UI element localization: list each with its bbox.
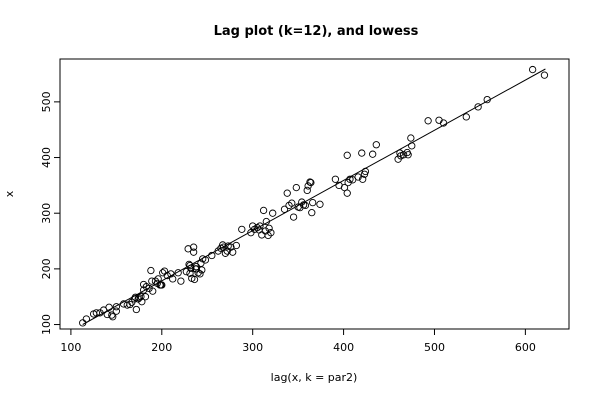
data-point [301,201,310,210]
data-point [190,275,199,284]
y-tick-label: 300 [40,203,53,224]
lowess-line [82,68,546,325]
data-point [169,275,177,283]
data-point [462,113,470,121]
x-axis-label: lag(x, k = par2) [271,371,358,384]
y-axis: 100 200 300 400 500 [40,91,60,335]
data-point [359,175,367,183]
data-point [343,151,351,159]
data-point [265,224,273,232]
data-point [399,151,408,159]
data-point [112,303,121,311]
data-point [292,183,300,192]
data-point [358,149,366,157]
data-point [223,247,231,255]
lowess-curve [82,68,546,325]
data-point [343,189,351,197]
data-point [474,103,482,111]
x-tick-label: 300 [242,341,263,354]
y-tick-label: 100 [40,314,53,335]
x-tick-label: 200 [151,341,172,354]
data-point [372,141,380,149]
data-point [158,281,166,289]
data-point [192,265,200,273]
x-tick-label: 100 [60,341,81,354]
data-point [283,189,291,197]
data-point [259,206,268,215]
y-tick-label: 500 [40,91,53,112]
data-point [308,208,316,217]
data-point [196,270,204,278]
data-point [232,241,240,250]
data-point [369,150,377,158]
data-point [149,287,157,295]
data-point [184,245,192,253]
plot-frame [59,58,570,330]
data-point [221,249,230,257]
data-point [258,231,266,239]
y-tick-label: 400 [40,147,53,168]
y-axis-label: x [3,190,16,197]
data-point [112,307,121,315]
data-point [189,248,198,256]
data-point [289,213,298,221]
data-point [141,293,150,301]
data-point [198,266,206,274]
data-point [177,277,185,285]
x-tick-label: 500 [424,341,445,354]
data-point [540,71,549,79]
data-point [138,298,146,306]
data-point [227,243,235,251]
y-tick-label: 200 [40,258,53,279]
chart-title: Lag plot (k=12), and lowess [214,24,419,39]
data-point [132,305,141,314]
data-point [316,200,324,208]
x-tick-label: 600 [515,341,536,354]
data-point [126,300,134,309]
data-point [303,186,311,195]
data-point [528,65,537,74]
data-point [109,313,117,321]
data-point [354,173,362,181]
data-point [137,293,145,301]
x-tick-label: 400 [333,341,354,354]
data-point [182,268,190,276]
data-point [174,269,182,277]
data-point [108,311,116,319]
data-point [288,199,296,207]
data-point [147,266,155,275]
data-point [256,222,264,230]
data-point [404,151,412,159]
data-point [238,225,246,234]
data-point [407,134,415,142]
data-point [269,209,277,217]
data-point [186,269,194,277]
data-point [307,178,315,187]
x-axis: 100 200 300 400 500 600 [60,329,536,354]
data-point [189,243,198,251]
data-point [331,175,340,183]
data-point [309,198,317,207]
data-point [267,229,275,237]
data-point [424,117,432,125]
data-point [229,248,237,256]
data-point [306,178,314,186]
data-point [92,309,101,317]
